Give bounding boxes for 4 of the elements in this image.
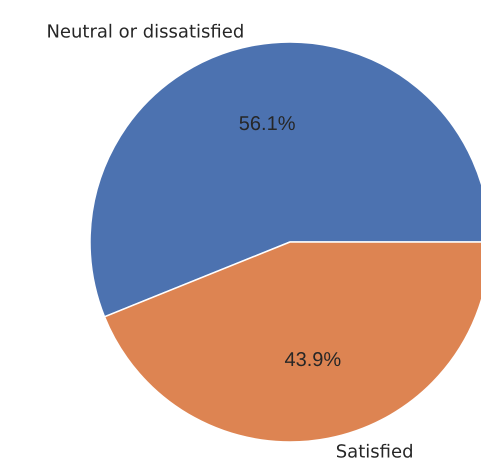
slice-label: Neutral or dissatisfied (46, 21, 244, 42)
data-label: 43.9% (284, 348, 342, 371)
slice-label: Satisfied (336, 442, 414, 463)
data-label: 56.1% (238, 113, 296, 136)
